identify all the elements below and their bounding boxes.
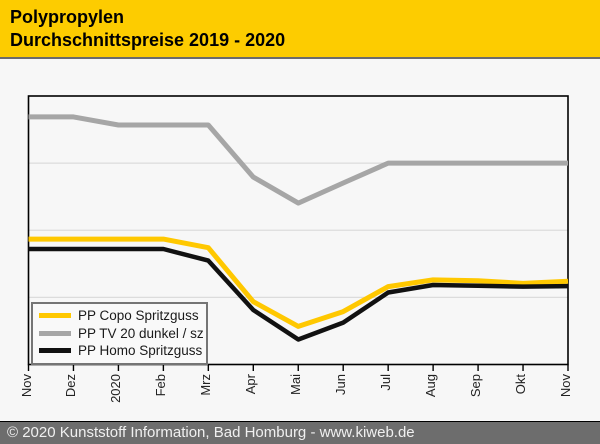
x-axis-label: Mrz bbox=[198, 374, 214, 396]
legend-label: PP Homo Spritzguss bbox=[78, 343, 203, 359]
chart-title-line2: Durchschnittspreise 2019 - 2020 bbox=[10, 30, 286, 50]
x-axis-label: Dez bbox=[63, 374, 79, 398]
x-axis-label: Feb bbox=[153, 374, 169, 397]
legend-item: PP TV 20 dunkel / sz bbox=[39, 325, 204, 343]
chart-legend: PP Copo Spritzguss PP TV 20 dunkel / sz … bbox=[31, 302, 208, 365]
x-axis-label: Nov bbox=[558, 374, 573, 398]
x-axis-label: Okt bbox=[513, 374, 529, 395]
x-axis-label: 2020 bbox=[108, 374, 124, 403]
legend-label: PP Copo Spritzguss bbox=[78, 308, 199, 324]
copyright-text: © 2020 Kunststoff Information, Bad Hombu… bbox=[7, 424, 415, 441]
x-axis-label: Nov bbox=[18, 374, 34, 398]
legend-item: PP Copo Spritzguss bbox=[39, 307, 200, 325]
chart-area: Nov Dez 2020 Feb Mrz Apr Mai Jun Jul Aug Sep Okt Nov… bbox=[0, 59, 600, 421]
x-axis-label: Jun bbox=[333, 374, 349, 395]
series-line-pp-copo-spritzguss bbox=[28, 236, 569, 329]
x-axis-label: Jul bbox=[378, 374, 394, 391]
series-line-pp-tv-20-dunkel-sz bbox=[28, 114, 568, 206]
legend-color-swatch-gray bbox=[39, 330, 71, 336]
header-bar: Polypropylen Durchschnittspreise 2019 - … bbox=[0, 0, 600, 57]
legend-label: PP TV 20 dunkel / sz bbox=[78, 325, 204, 341]
chart-title-line1: Polypropylen bbox=[10, 7, 125, 27]
series-line-pp-homo-spritzguss bbox=[28, 246, 569, 342]
legend-color-swatch-black bbox=[39, 348, 71, 354]
x-axis-label: Mai bbox=[288, 374, 304, 395]
x-axis-label: Sep bbox=[468, 374, 484, 398]
header-separator bbox=[0, 57, 600, 59]
legend-item: PP Homo Spritzguss bbox=[39, 342, 203, 360]
footer-bar: © 2020 Kunststoff Information, Bad Hombu… bbox=[0, 421, 600, 444]
x-axis-label: Apr bbox=[243, 374, 259, 395]
legend-color-swatch-yellow bbox=[39, 313, 71, 319]
x-axis-label: Aug bbox=[423, 374, 439, 398]
price-chart-svg bbox=[27, 95, 569, 371]
